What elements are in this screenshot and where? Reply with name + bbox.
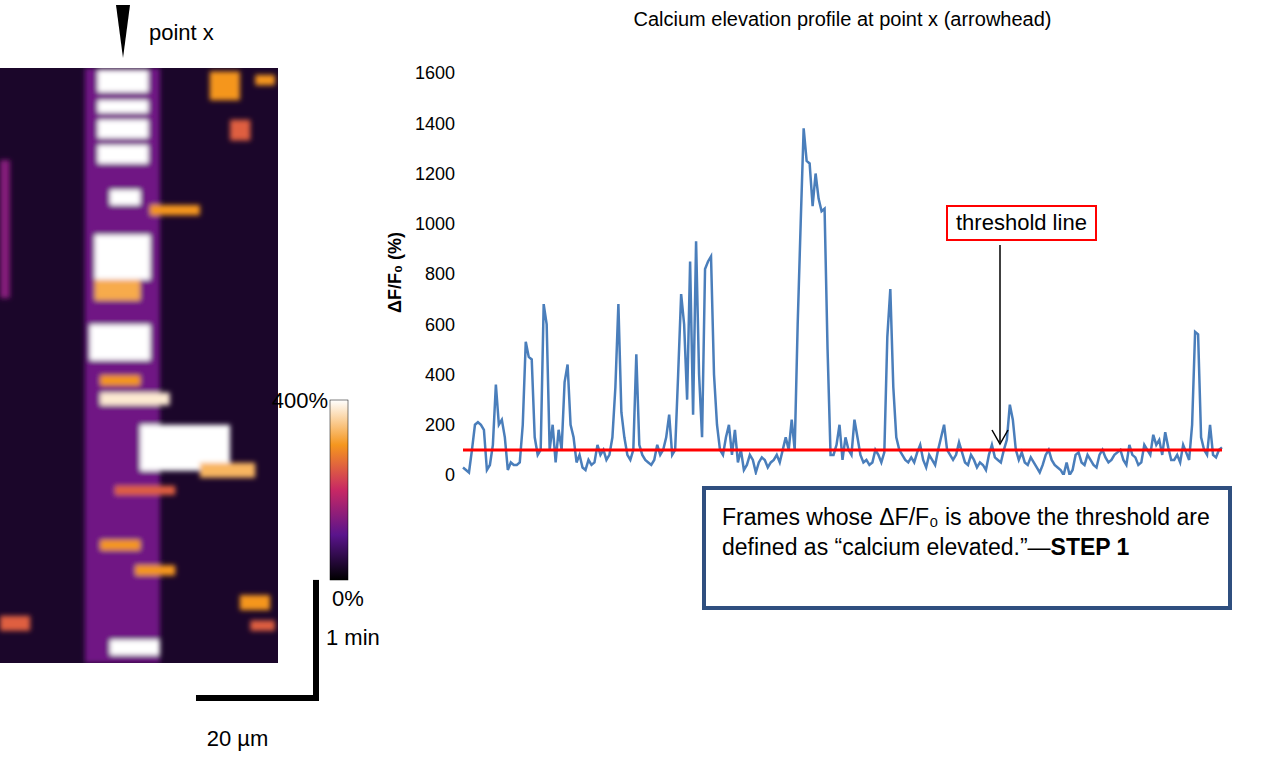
svg-text:0: 0 bbox=[445, 465, 455, 485]
svg-text:400%: 400% bbox=[272, 388, 328, 413]
svg-text:1 min: 1 min bbox=[326, 625, 380, 650]
html-text:Calcium elevation profile at p: Calcium elevation profile at point x (ar… bbox=[633, 8, 1052, 30]
svg-text:1200: 1200 bbox=[415, 164, 455, 184]
svg-text:600: 600 bbox=[425, 315, 455, 335]
svg-text:0%: 0% bbox=[332, 586, 364, 611]
svg-text:200: 200 bbox=[425, 415, 455, 435]
svg-text:1400: 1400 bbox=[415, 114, 455, 134]
svg-text:400: 400 bbox=[425, 365, 455, 385]
html-text:ΔF/F₀ (%): ΔF/F₀ (%) bbox=[384, 232, 405, 313]
svg-text:1600: 1600 bbox=[415, 63, 455, 83]
html-text:Frames whose ΔF/F₀ is above th: Frames whose ΔF/F₀ is above the threshol… bbox=[722, 504, 1210, 560]
svg-text:800: 800 bbox=[425, 264, 455, 284]
html-text:threshold line: threshold line bbox=[956, 210, 1087, 235]
svg-text:20 µm: 20 µm bbox=[207, 726, 269, 751]
svg-text:1000: 1000 bbox=[415, 214, 455, 234]
svg-text:point x: point x bbox=[149, 20, 214, 45]
